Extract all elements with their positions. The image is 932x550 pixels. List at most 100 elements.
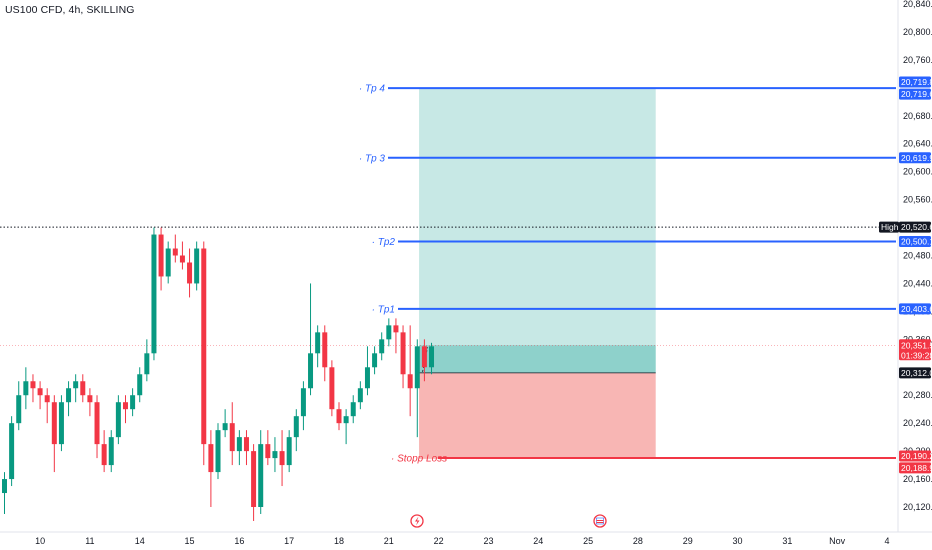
x-tick-label: 22 <box>434 536 444 546</box>
target-zone <box>419 87 656 373</box>
y-tick-label: 20,560.0 <box>903 195 932 205</box>
position-zones <box>419 87 656 459</box>
time-axis-ticks: 10 11 14 15 16 17 18 21 22 23 24 25 28 29 30 31 Nov 4 <box>35 536 889 546</box>
y-tick-label: 20,840.0 <box>903 0 932 9</box>
candle-body <box>236 437 242 452</box>
candle-body <box>251 451 257 507</box>
x-tick-label: 4 <box>885 536 890 546</box>
y-tick-label: 20,120.0 <box>903 502 932 512</box>
candle-body <box>215 430 221 473</box>
candle-body <box>23 381 29 396</box>
candle-body <box>364 367 370 389</box>
level-labels: · Tp 4 · Tp 3 · Tp2 · Tp1 · Stopp Loss <box>359 84 896 464</box>
tp3-price-tag-bg <box>899 152 931 164</box>
y-tick-label: 20,280.0 <box>903 390 932 400</box>
candle-body <box>2 479 7 494</box>
x-tick-label: 16 <box>234 536 244 546</box>
target-price-tag: 20,719.8 <box>901 77 932 87</box>
candle-body <box>194 248 200 284</box>
candle-body <box>73 381 79 389</box>
x-tick-label: 14 <box>135 536 145 546</box>
candle-body <box>44 395 50 403</box>
candle-body <box>208 444 214 473</box>
candle-body <box>265 444 271 459</box>
us-flag-stripe <box>596 522 604 523</box>
candle-body <box>101 444 107 466</box>
level-label-tp2: · Tp2 <box>372 237 396 248</box>
candle-body <box>400 332 406 375</box>
candle-body <box>414 346 420 389</box>
candle-body <box>187 262 193 284</box>
entry-price-tag: 20,312.0 <box>901 368 932 378</box>
x-tick-label: 10 <box>35 536 45 546</box>
x-tick-label: 24 <box>533 536 543 546</box>
stop-zone <box>419 372 656 459</box>
us-flag-stripe <box>596 520 604 521</box>
y-tick-label: 20,480.0 <box>903 251 932 261</box>
candle-body <box>144 353 150 375</box>
candle-body <box>16 395 22 424</box>
candle-body <box>51 402 57 445</box>
x-tick-label: 28 <box>633 536 643 546</box>
stop-zone-price-tag-bg <box>899 462 931 474</box>
countdown-timer: 01:39:28 <box>901 350 932 360</box>
x-tick-label: 31 <box>782 536 792 546</box>
horizontal-lines <box>0 226 896 346</box>
candle-body <box>137 374 143 396</box>
x-tick-label: 21 <box>384 536 394 546</box>
candle-body <box>336 409 342 424</box>
candle-body <box>322 332 328 368</box>
y-tick-label: 20,440.0 <box>903 278 932 288</box>
x-tick-label: 18 <box>334 536 344 546</box>
y-tick-label: 20,240.0 <box>903 418 932 428</box>
stop-loss-label: · Stopp Loss <box>391 453 447 464</box>
candle-body <box>222 423 228 431</box>
candle-body <box>80 381 86 396</box>
high-price-tag-bg <box>899 221 931 233</box>
tp2-price-tag: 20,500.1 <box>901 236 932 246</box>
y-tick-label: 20,600.0 <box>903 167 932 177</box>
stop-price-tag-bg <box>899 450 931 462</box>
y-tick-label: 20,640.0 <box>903 139 932 149</box>
level-label-tp1: · Tp1 <box>372 304 395 315</box>
x-tick-label: 11 <box>85 536 94 546</box>
tp1-price-tag-bg <box>899 303 931 315</box>
candle-body <box>343 416 349 424</box>
x-tick-label: Nov <box>829 536 846 546</box>
candle-body <box>329 367 335 410</box>
candle-body <box>87 395 93 403</box>
candle-body <box>286 437 292 466</box>
candle-body <box>165 248 171 277</box>
candle-body <box>94 402 100 445</box>
y-tick-label: 20,680.0 <box>903 111 932 121</box>
target-price-tag-bg <box>899 76 931 88</box>
candle-body <box>357 388 363 403</box>
candle-body <box>30 381 36 389</box>
candle-body <box>272 451 278 459</box>
candle-body <box>66 388 72 403</box>
candle-body <box>179 255 185 263</box>
time-axis-icons <box>410 514 607 528</box>
candle-body <box>386 325 392 340</box>
entry-price-tag-bg <box>899 367 931 379</box>
candle-body <box>9 423 15 480</box>
x-tick-label: 30 <box>733 536 743 546</box>
candle-body <box>350 402 356 417</box>
candle-body <box>293 416 299 438</box>
candle-body <box>421 346 427 368</box>
candle-body <box>279 451 285 466</box>
candle-body <box>130 395 136 410</box>
x-tick-label: 15 <box>185 536 195 546</box>
x-tick-label: 25 <box>583 536 593 546</box>
candle-body <box>229 423 235 452</box>
x-tick-label: 23 <box>483 536 493 546</box>
candle-body <box>158 234 164 277</box>
x-tick-label: 17 <box>284 536 294 546</box>
candle-body <box>429 346 435 368</box>
tp2-price-tag-bg <box>899 235 931 247</box>
candle-body <box>151 234 157 354</box>
candle-body <box>372 353 378 368</box>
open-profit-zone <box>419 345 656 373</box>
y-tick-label: 20,760.0 <box>903 55 932 65</box>
